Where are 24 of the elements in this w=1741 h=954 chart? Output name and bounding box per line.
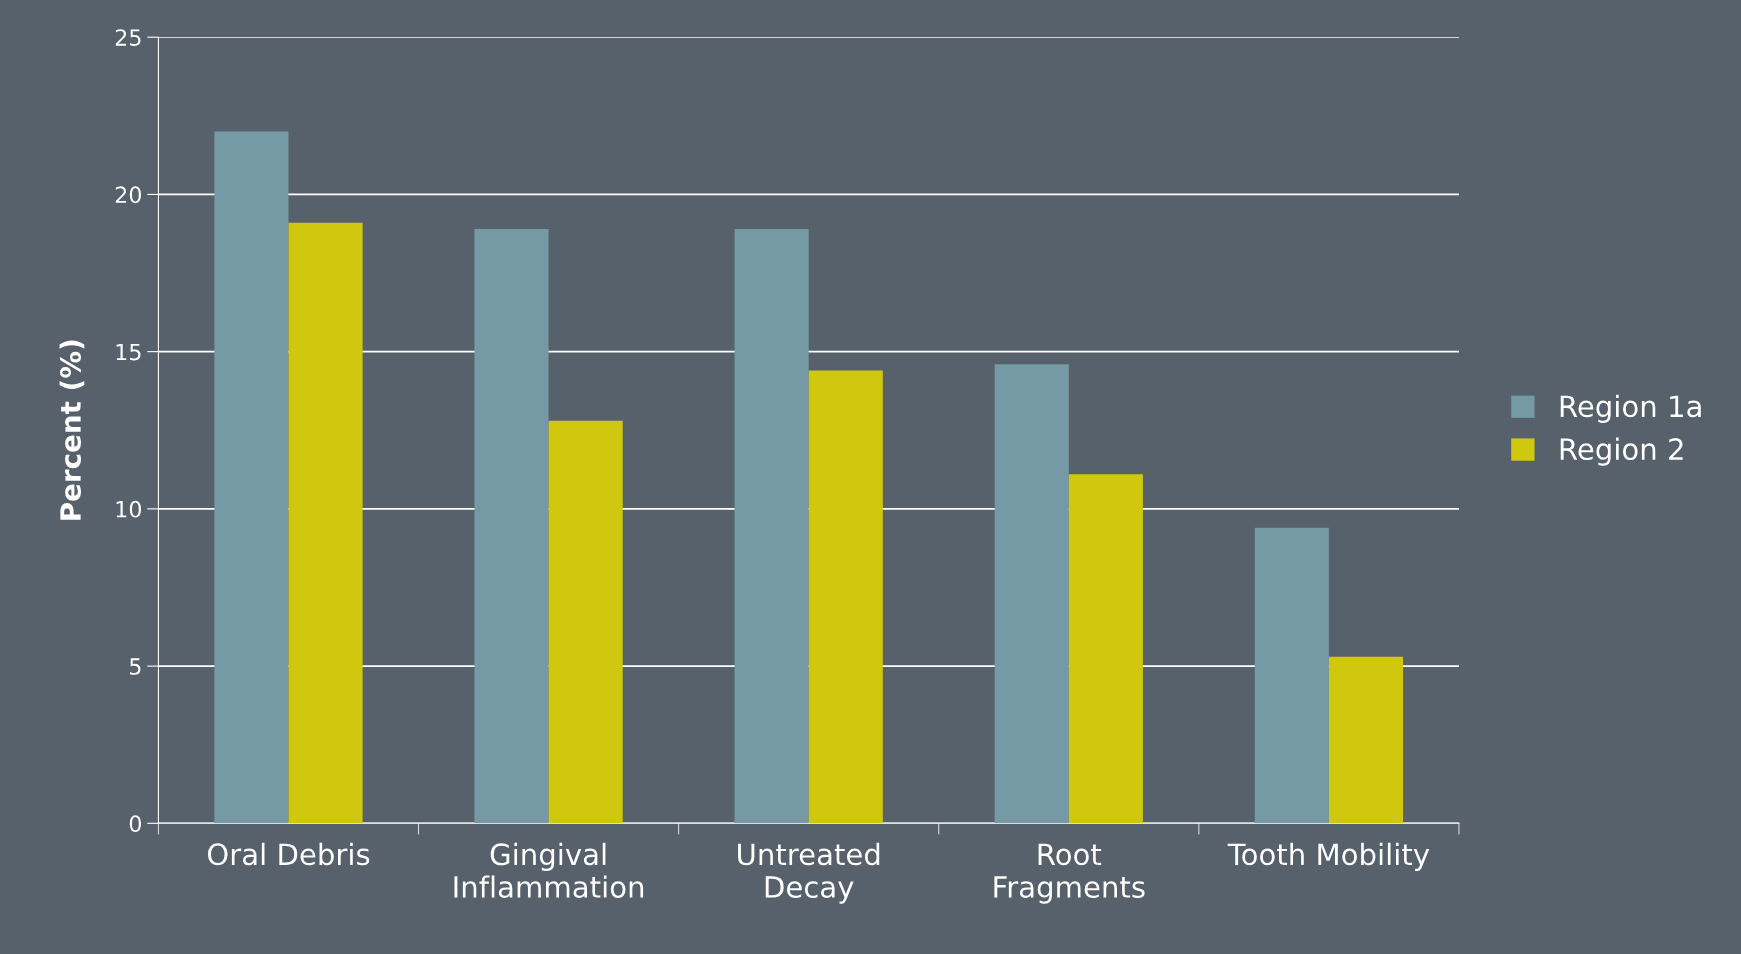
bar bbox=[734, 229, 809, 824]
y-tick-label: 25 bbox=[115, 29, 141, 46]
bar bbox=[214, 131, 289, 824]
legend-label: Region 2 bbox=[1560, 437, 1683, 466]
y-tick-label: 5 bbox=[130, 658, 141, 675]
bar bbox=[994, 364, 1069, 824]
bar bbox=[474, 229, 549, 824]
bar bbox=[1254, 527, 1329, 824]
legend-label: Region 1a bbox=[1560, 394, 1701, 423]
x-tick-label: Gingival Inflammation bbox=[454, 842, 644, 898]
bar bbox=[1068, 474, 1143, 824]
bar bbox=[548, 420, 623, 824]
bar bbox=[1328, 656, 1404, 824]
y-tick-label: 15 bbox=[116, 343, 141, 361]
bar bbox=[288, 222, 363, 824]
y-tick-label: 10 bbox=[116, 500, 141, 518]
x-tick-label: Root Fragments bbox=[994, 843, 1145, 904]
y-tick-label: 20 bbox=[115, 186, 141, 204]
x-tick-label: Oral Debris bbox=[207, 842, 370, 866]
x-tick-label: Tooth Mobility bbox=[1227, 842, 1430, 871]
x-tick-label: Untreated Decay bbox=[738, 842, 880, 904]
y-axis-title: Percent (%) bbox=[59, 340, 85, 520]
bar bbox=[808, 370, 883, 824]
y-tick-label: 0 bbox=[129, 815, 141, 833]
